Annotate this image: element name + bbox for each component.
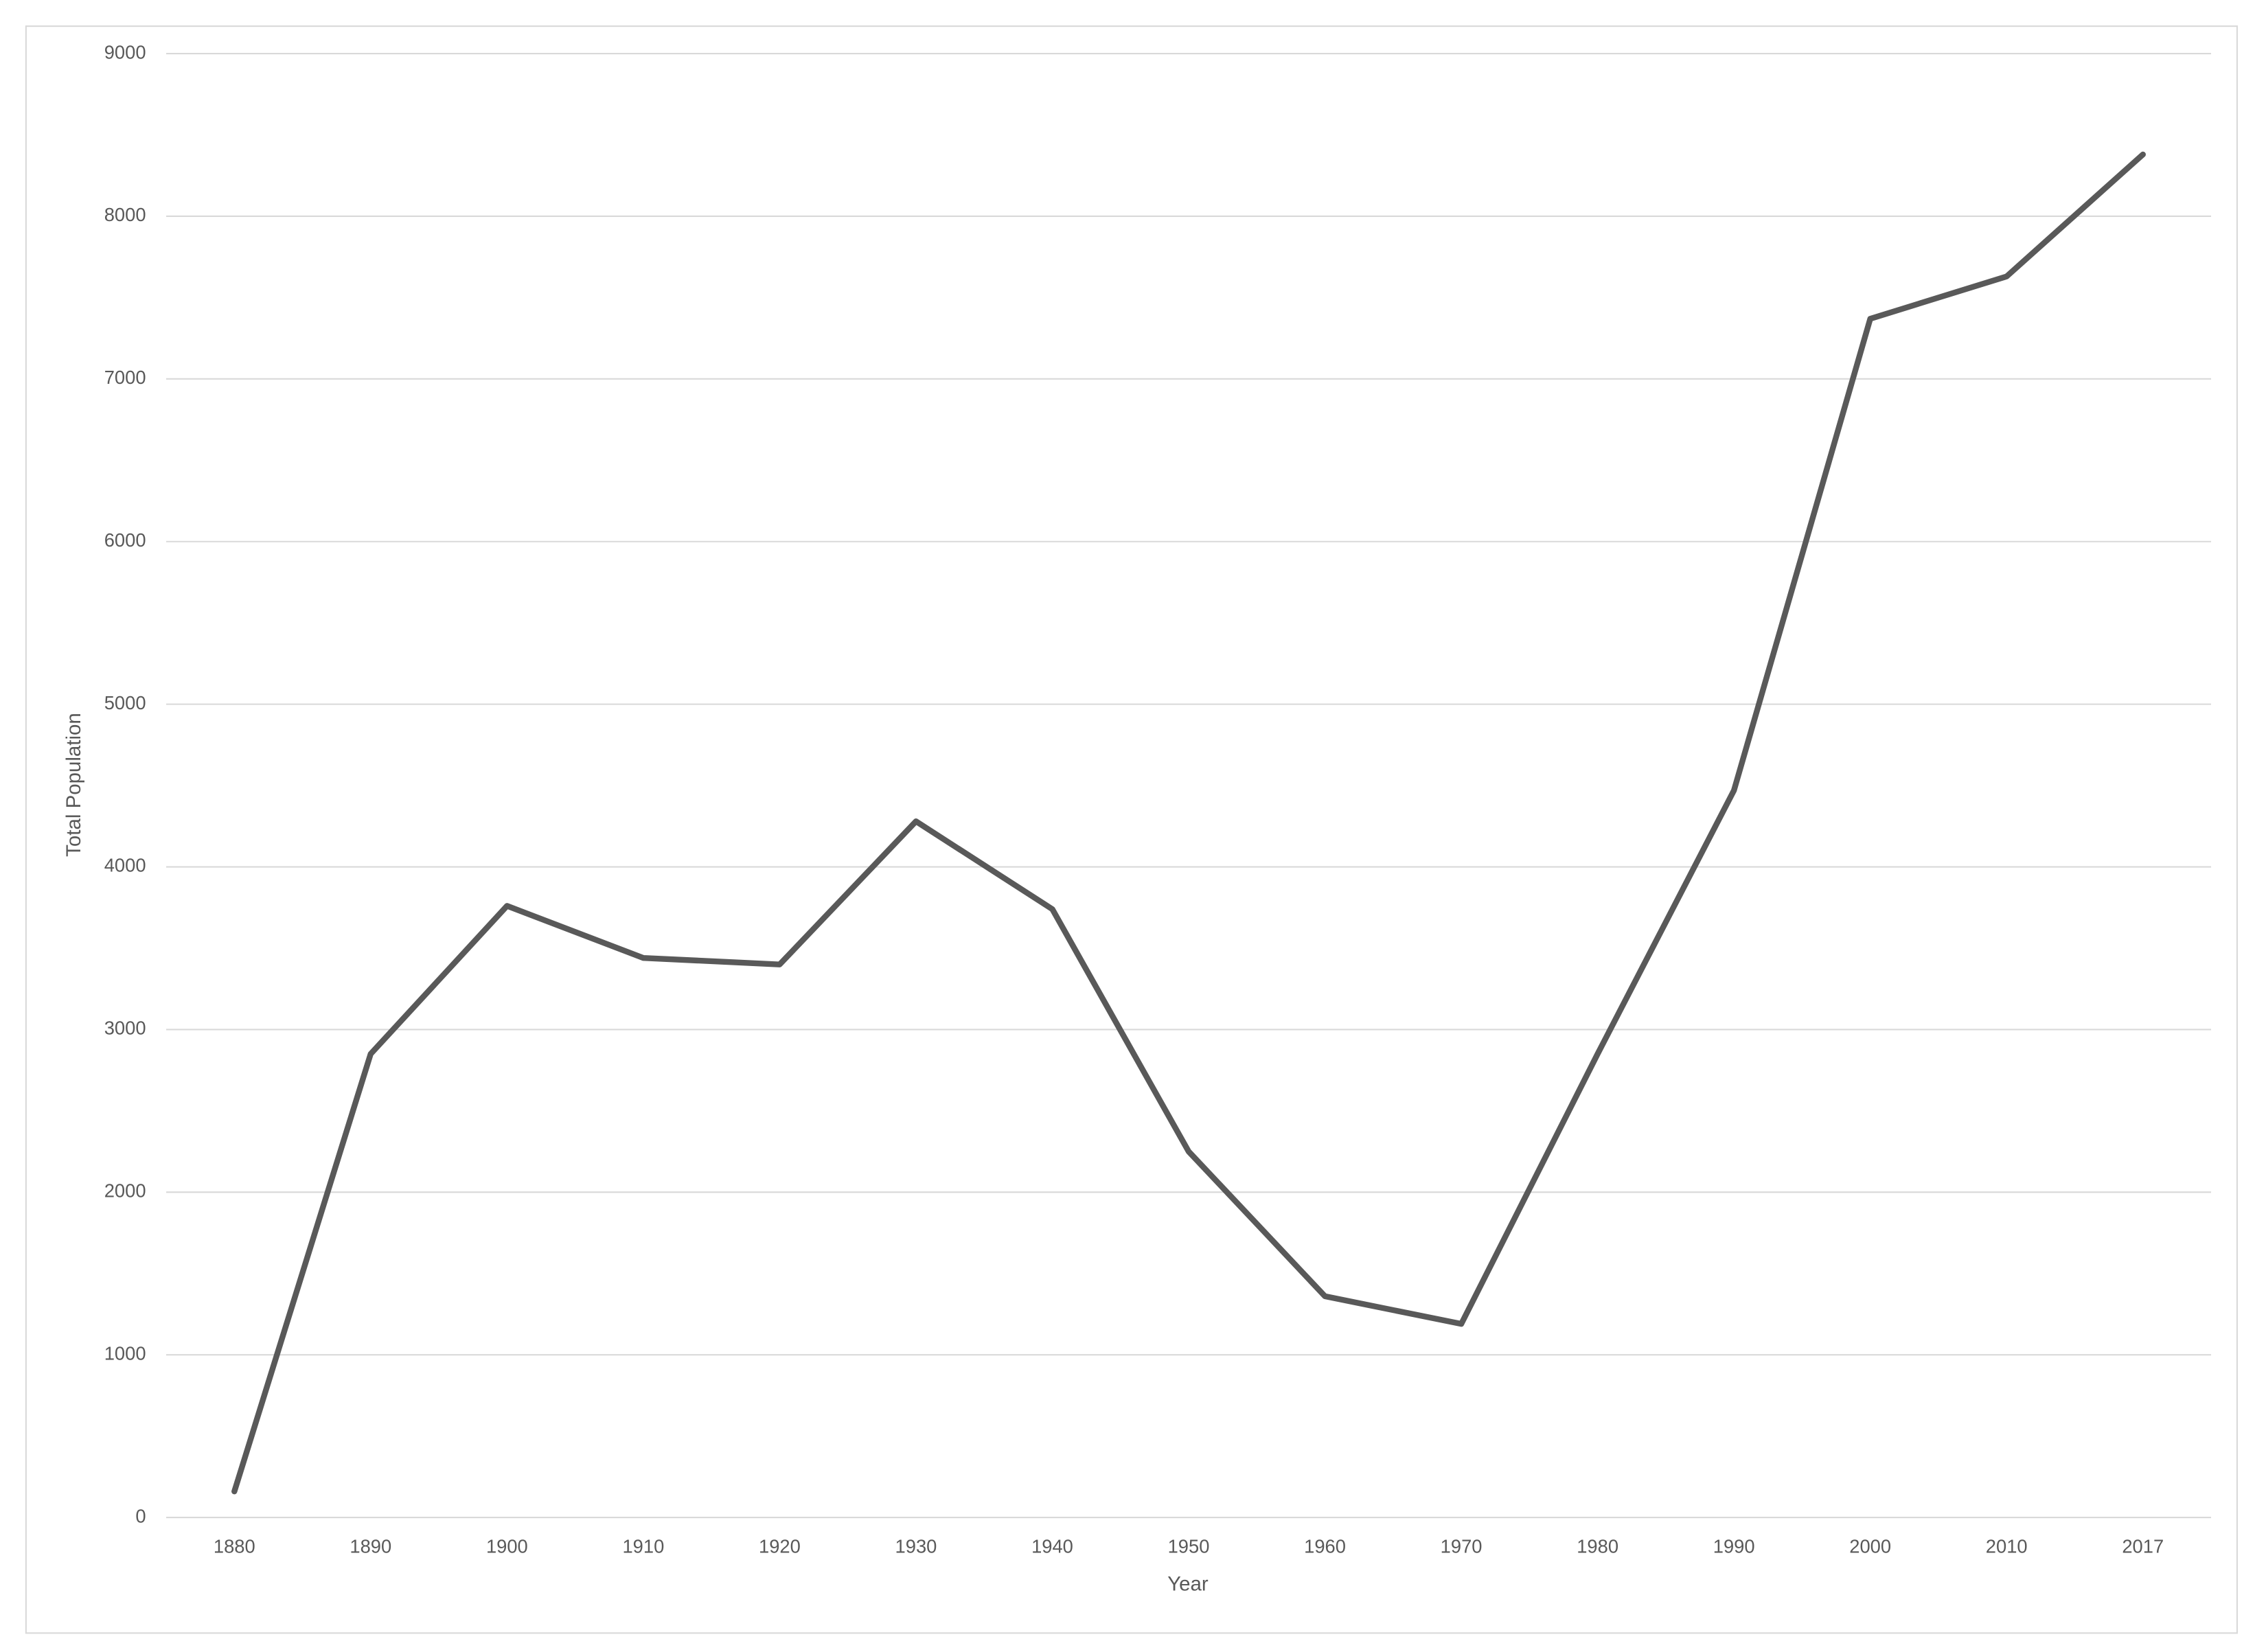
x-tick-label: 1970 [1441, 1535, 1483, 1557]
y-tick-label: 8000 [104, 204, 146, 225]
x-tick-label: 1910 [622, 1535, 664, 1557]
x-tick-label: 1990 [1713, 1535, 1755, 1557]
x-tick-label: 1900 [486, 1535, 528, 1557]
x-tick-label: 1920 [759, 1535, 801, 1557]
x-tick-label: 2010 [1986, 1535, 2028, 1557]
y-tick-label: 3000 [104, 1018, 146, 1039]
y-tick-label: 4000 [104, 855, 146, 876]
x-tick-label: 1950 [1168, 1535, 1210, 1557]
x-tick-label: 1930 [895, 1535, 937, 1557]
y-tick-label: 2000 [104, 1180, 146, 1201]
x-tick-label: 1960 [1304, 1535, 1346, 1557]
y-tick-label: 1000 [104, 1342, 146, 1364]
x-tick-label: 1980 [1577, 1535, 1618, 1557]
y-tick-label: 7000 [104, 367, 146, 388]
y-tick-label: 5000 [104, 692, 146, 713]
x-tick-label: 2017 [2122, 1535, 2164, 1557]
y-tick-label: 9000 [104, 41, 146, 62]
x-tick-label: 1880 [214, 1535, 255, 1557]
y-tick-label: 6000 [104, 529, 146, 551]
x-tick-label: 2000 [1849, 1535, 1891, 1557]
chart-frame [25, 25, 2238, 1634]
y-tick-label: 0 [135, 1505, 146, 1526]
x-axis-title: Year [1167, 1573, 1209, 1596]
x-tick-label: 1890 [350, 1535, 391, 1557]
x-tick-label: 1940 [1031, 1535, 1073, 1557]
y-axis-title: Total Population [62, 713, 85, 857]
data-line [231, 151, 2146, 1495]
